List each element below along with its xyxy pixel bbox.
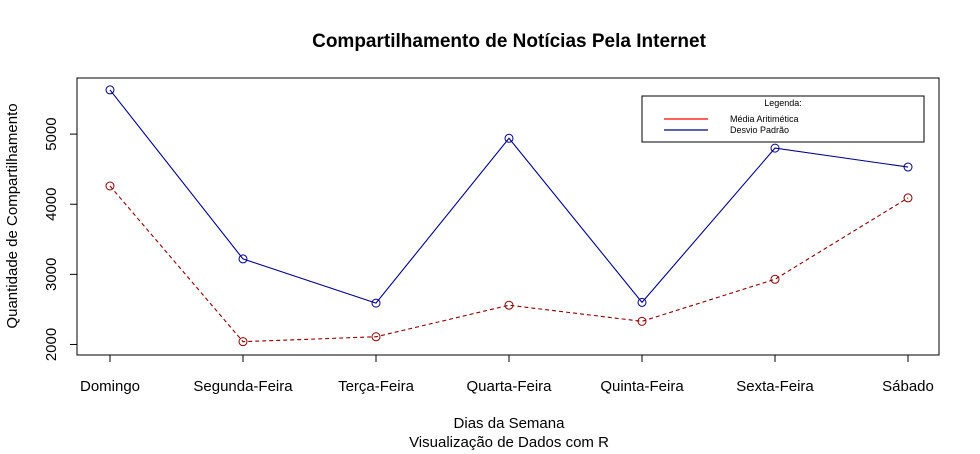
legend-title: Legenda:: [764, 98, 802, 108]
x-tick-label: Sexta-Feira: [736, 378, 814, 395]
series-0-point: [238, 337, 248, 347]
y-tick-label: 4000: [43, 188, 60, 221]
series-0-point: [637, 316, 647, 326]
series-line-1: [109, 89, 909, 304]
x-axis-label: Dias da Semana: [454, 415, 566, 432]
series-1-point: [238, 254, 248, 264]
y-axis-label: Quantidade de Compartilhamento: [4, 103, 21, 328]
series-layer: [105, 85, 913, 347]
series-0-point: [504, 300, 514, 310]
chart-subtitle: Visualização de Dados com R: [409, 434, 609, 451]
series-1-point: [770, 143, 780, 153]
x-tick-label: Domingo: [80, 378, 140, 395]
y-axis: 2000 3000 4000 5000: [43, 117, 77, 361]
series-0-point: [371, 332, 381, 342]
y-tick-label: 3000: [43, 258, 60, 291]
x-tick-label: Segunda-Feira: [193, 378, 293, 395]
series-1-point: [504, 133, 514, 143]
chart-title: Compartilhamento de Notícias Pela Intern…: [312, 31, 706, 52]
legend-entry-label: Média Aritimética: [730, 114, 799, 124]
series-0-point: [105, 181, 115, 191]
series-1-point: [637, 297, 647, 307]
series-0-point: [903, 193, 913, 203]
y-tick-label: 2000: [43, 328, 60, 361]
series-1-point: [371, 298, 381, 308]
x-tick-label: Quarta-Feira: [466, 378, 552, 395]
plot-area-border: [76, 77, 940, 356]
legend-entry-label: Desvio Padrão: [730, 125, 789, 135]
series-line-0: [109, 185, 909, 343]
series-1-point: [903, 162, 913, 172]
series-0-point: [770, 274, 780, 284]
x-tick-label: Terça-Feira: [338, 378, 415, 395]
series-1-point: [105, 85, 115, 95]
y-tick-label: 5000: [43, 117, 60, 150]
x-tick-label: Sábado: [882, 378, 934, 395]
x-tick-label: Quinta-Feira: [600, 378, 684, 395]
x-axis: Domingo Segunda-Feira Terça-Feira Quarta-Fe…: [80, 355, 934, 395]
